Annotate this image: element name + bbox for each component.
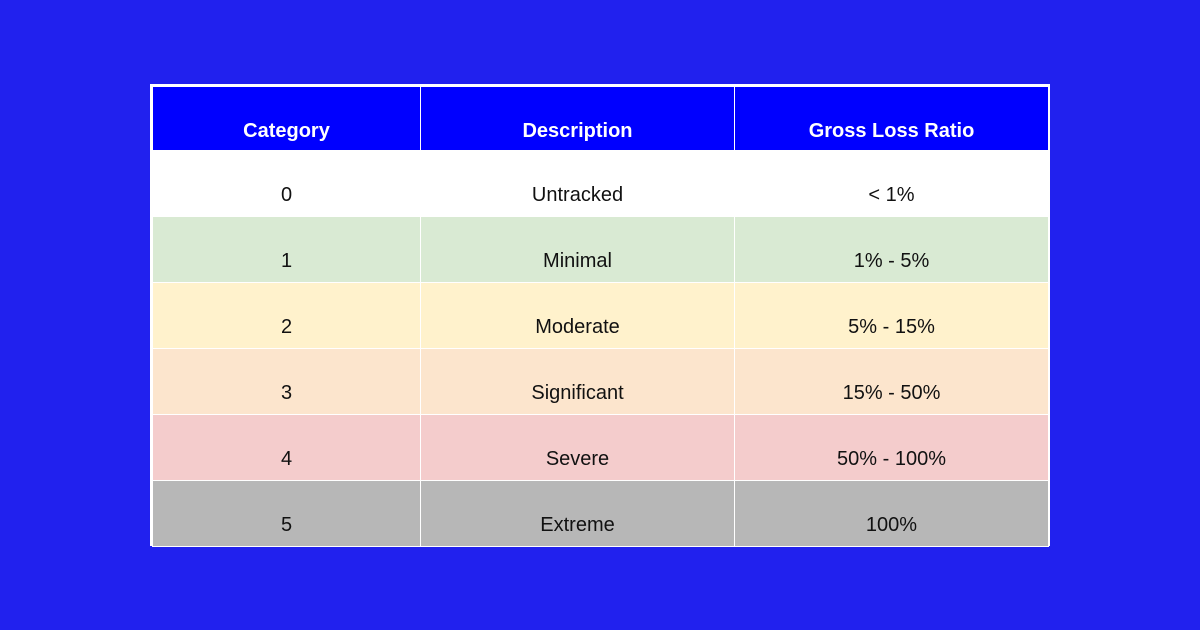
table-row: 2 Moderate 5% - 15% — [152, 282, 1049, 349]
description-cell: Minimal — [420, 216, 735, 283]
table-row: 1 Minimal 1% - 5% — [152, 216, 1049, 283]
category-cell: 2 — [152, 282, 421, 349]
category-cell: 5 — [152, 480, 421, 547]
table-row: 3 Significant 15% - 50% — [152, 348, 1049, 415]
column-header-gross-loss-ratio: Gross Loss Ratio — [734, 86, 1049, 151]
loss-ratio-table-frame: Category Description Gross Loss Ratio 0 … — [150, 84, 1050, 547]
gross-loss-ratio-cell: 15% - 50% — [734, 348, 1049, 415]
description-cell: Extreme — [420, 480, 735, 547]
category-cell: 4 — [152, 414, 421, 481]
table-row: 0 Untracked < 1% — [152, 150, 1049, 217]
column-header-description: Description — [420, 86, 735, 151]
description-cell: Severe — [420, 414, 735, 481]
column-header-category: Category — [152, 86, 421, 151]
gross-loss-ratio-cell: 100% — [734, 480, 1049, 547]
table-row: 5 Extreme 100% — [152, 480, 1049, 547]
table-row: 4 Severe 50% - 100% — [152, 414, 1049, 481]
description-cell: Untracked — [420, 150, 735, 217]
category-cell: 1 — [152, 216, 421, 283]
table-header-row: Category Description Gross Loss Ratio — [152, 86, 1049, 151]
description-cell: Moderate — [420, 282, 735, 349]
gross-loss-ratio-cell: 50% - 100% — [734, 414, 1049, 481]
gross-loss-ratio-cell: 1% - 5% — [734, 216, 1049, 283]
description-cell: Significant — [420, 348, 735, 415]
category-cell: 3 — [152, 348, 421, 415]
gross-loss-ratio-cell: 5% - 15% — [734, 282, 1049, 349]
category-cell: 0 — [152, 150, 421, 217]
loss-ratio-table: Category Description Gross Loss Ratio 0 … — [152, 86, 1049, 547]
gross-loss-ratio-cell: < 1% — [734, 150, 1049, 217]
